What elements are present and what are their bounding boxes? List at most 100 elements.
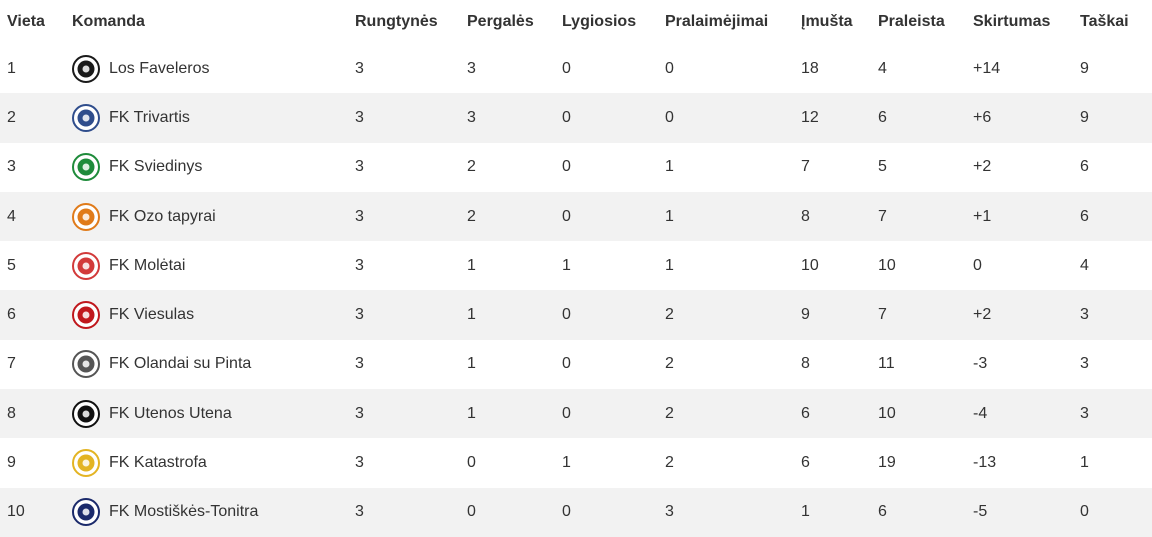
fk-viesulas-logo-icon [72, 301, 100, 330]
table-row[interactable]: 5 FK Molėtai 3 1 1 1 10 10 0 4 [0, 241, 1152, 290]
team-info[interactable]: FK Ozo tapyrai [72, 202, 355, 231]
losses-cell: 2 [665, 290, 801, 340]
table-row[interactable]: 2 FK Trivartis 3 3 0 0 12 6 +6 9 [0, 93, 1152, 143]
fk-moletai-logo-icon [72, 251, 100, 280]
played-cell: 3 [355, 389, 467, 439]
team-info[interactable]: FK Mostiškės-Tonitra [72, 498, 355, 527]
draws-cell: 0 [562, 355, 571, 373]
conceded-cell: 19 [878, 454, 896, 472]
table-row[interactable]: 9 FK Katastrofa 3 0 1 2 6 19 -13 1 [0, 438, 1152, 487]
scored-cell: 10 [801, 256, 819, 274]
team-cell: FK Utenos Utena [72, 389, 355, 439]
team-name: FK Ozo tapyrai [109, 207, 216, 225]
draws-cell: 0 [562, 389, 665, 439]
header-scored[interactable]: Įmušta [801, 13, 853, 30]
team-cell: Los Faveleros [72, 44, 355, 93]
wins-cell: 2 [467, 158, 476, 176]
wins-cell: 0 [467, 487, 562, 537]
points-cell: 6 [1080, 158, 1089, 176]
conceded-cell: 10 [878, 256, 896, 274]
team-name: FK Sviedinys [109, 158, 203, 176]
table-row[interactable]: 7 FK Olandai su Pinta 3 1 0 2 8 11 -3 3 [0, 340, 1152, 389]
header-team[interactable]: Komanda [72, 13, 145, 30]
played-cell: 3 [355, 191, 467, 242]
place-cell: 1 [7, 59, 16, 77]
team-info[interactable]: FK Viesulas [72, 301, 355, 330]
place-cell: 6 [0, 290, 72, 340]
scored-cell: 1 [801, 487, 878, 537]
place-cell: 5 [7, 256, 16, 274]
diff-cell: -13 [973, 454, 997, 472]
header-diff[interactable]: Skirtumas [973, 13, 1051, 30]
scored-cell: 7 [801, 158, 810, 176]
header-draws[interactable]: Lygiosios [562, 13, 637, 30]
team-name: Los Faveleros [109, 59, 210, 77]
table-row[interactable]: 1 Los Faveleros 3 3 0 0 18 4 +14 9 [0, 44, 1152, 93]
wins-cell: 1 [467, 256, 476, 274]
team-info[interactable]: FK Utenos Utena [72, 399, 355, 428]
header-losses[interactable]: Pralaimėjimai [665, 13, 769, 30]
conceded-cell: 6 [878, 93, 973, 143]
scored-cell: 9 [801, 290, 878, 340]
team-name: FK Trivartis [109, 108, 190, 126]
draws-cell: 0 [562, 290, 665, 340]
fk-mostiskes-tonitra-logo-icon [72, 498, 100, 527]
scored-cell: 8 [801, 191, 878, 242]
table-row[interactable]: 8 FK Utenos Utena 3 1 0 2 6 10 -4 3 [0, 389, 1152, 439]
draws-cell: 0 [562, 191, 665, 242]
team-cell: FK Ozo tapyrai [72, 191, 355, 242]
losses-cell: 0 [665, 59, 674, 77]
played-cell: 3 [355, 59, 364, 77]
place-cell: 9 [7, 454, 16, 472]
team-info[interactable]: Los Faveleros [72, 54, 355, 83]
team-cell: FK Sviedinys [72, 143, 355, 192]
team-name: FK Mostiškės-Tonitra [109, 503, 259, 521]
fk-trivartis-logo-icon [72, 103, 100, 132]
points-cell: 9 [1080, 59, 1089, 77]
losses-cell: 2 [665, 355, 674, 373]
points-cell: 9 [1080, 93, 1152, 143]
team-info[interactable]: FK Trivartis [72, 103, 355, 132]
losses-cell: 1 [665, 256, 674, 274]
points-cell: 3 [1080, 389, 1152, 439]
points-cell: 0 [1080, 487, 1152, 537]
diff-cell: +2 [973, 290, 1080, 340]
wins-cell: 1 [467, 389, 562, 439]
fk-katastrofa-logo-icon [72, 449, 100, 478]
points-cell: 1 [1080, 454, 1089, 472]
team-info[interactable]: FK Sviedinys [72, 153, 355, 182]
table-row[interactable]: 10 FK Mostiškės-Tonitra 3 0 0 3 1 6 -5 0 [0, 487, 1152, 537]
losses-cell: 2 [665, 454, 674, 472]
draws-cell: 0 [562, 59, 571, 77]
team-cell: FK Molėtai [72, 241, 355, 290]
team-cell: FK Trivartis [72, 93, 355, 143]
team-name: FK Utenos Utena [109, 404, 232, 422]
draws-cell: 1 [562, 454, 571, 472]
table-row[interactable]: 4 FK Ozo tapyrai 3 2 0 1 8 7 +1 6 [0, 191, 1152, 242]
fk-ozo-tapyrai-logo-icon [72, 202, 100, 231]
header-wins[interactable]: Pergalės [467, 13, 534, 30]
table-row[interactable]: 6 FK Viesulas 3 1 0 2 9 7 +2 3 [0, 290, 1152, 340]
scored-cell: 6 [801, 454, 810, 472]
header-place[interactable]: Vieta [7, 13, 45, 30]
header-played[interactable]: Rungtynės [355, 13, 438, 30]
conceded-cell: 7 [878, 290, 973, 340]
scored-cell: 12 [801, 93, 878, 143]
diff-cell: +14 [973, 59, 1001, 77]
wins-cell: 3 [467, 93, 562, 143]
team-info[interactable]: FK Molėtai [72, 251, 355, 280]
header-conceded[interactable]: Praleista [878, 13, 945, 30]
points-cell: 4 [1080, 256, 1089, 274]
diff-cell: -5 [973, 487, 1080, 537]
scored-cell: 18 [801, 59, 819, 77]
table-row[interactable]: 3 FK Sviedinys 3 2 0 1 7 5 +2 6 [0, 143, 1152, 192]
conceded-cell: 5 [878, 158, 887, 176]
fk-olandai-su-pinta-logo-icon [72, 350, 100, 379]
team-info[interactable]: FK Olandai su Pinta [72, 350, 355, 379]
diff-cell: -3 [973, 355, 988, 373]
header-points[interactable]: Taškai [1080, 13, 1129, 30]
wins-cell: 3 [467, 59, 476, 77]
losses-cell: 2 [665, 389, 801, 439]
losses-cell: 3 [665, 487, 801, 537]
team-info[interactable]: FK Katastrofa [72, 449, 355, 478]
